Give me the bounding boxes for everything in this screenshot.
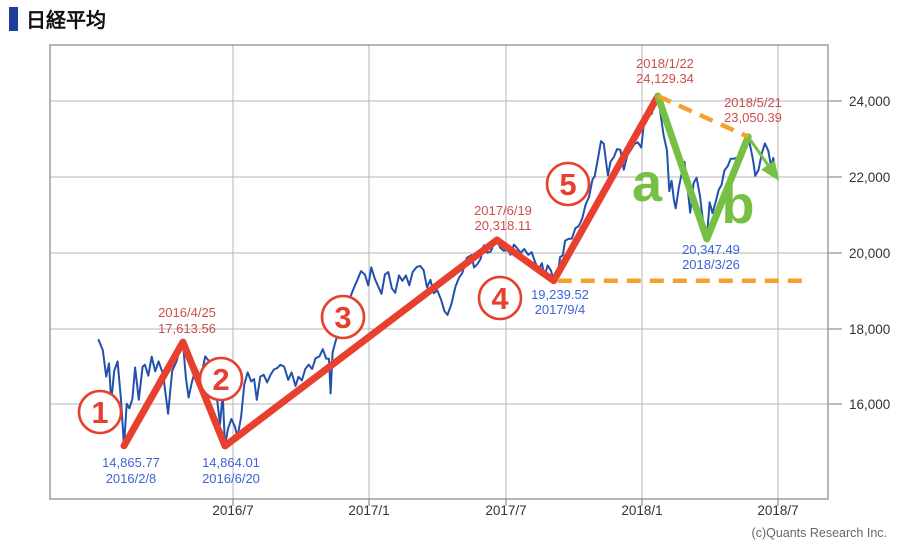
wave2-marker-label: 2 <box>212 362 229 397</box>
resistance-dashed-line <box>656 94 750 139</box>
y-label-18000: 18,000 <box>849 322 890 337</box>
plot-border <box>49 44 829 500</box>
wave2-top-value: 17,613.56 <box>158 321 216 336</box>
wave-b-top-value: 23,050.39 <box>724 110 782 125</box>
x-label-2016-7: 2016/7 <box>212 503 253 518</box>
correction-letters: a b <box>632 153 755 235</box>
wave1-marker-circle <box>77 389 123 435</box>
red-point-labels: 2016/4/25 17,613.56 2017/6/19 20,318.11 … <box>158 56 782 336</box>
wave2-low-value: 14,864.01 <box>202 455 260 470</box>
wave-b-label: b <box>722 175 755 235</box>
wave-marker-digits: 1 2 3 4 5 <box>91 167 576 430</box>
wave2-top-date: 2016/4/25 <box>158 305 216 320</box>
wave-b-top-date: 2018/5/21 <box>724 95 782 110</box>
wave-marker-circles <box>77 161 591 435</box>
y-label-22000: 22,000 <box>849 170 890 185</box>
y-axis-labels: 24,000 22,000 20,000 18,000 16,000 <box>849 94 890 412</box>
price-line <box>97 95 777 447</box>
wave5-top-value: 24,129.34 <box>636 71 694 86</box>
wave3-marker-circle <box>320 294 366 340</box>
title-bullet-icon <box>9 7 18 31</box>
x-label-2018-1: 2018/1 <box>621 503 662 518</box>
x-axis-labels: 2016/7 2017/1 2017/7 2018/1 2018/7 <box>212 503 798 518</box>
wave-a-low-date: 2018/3/26 <box>682 257 740 272</box>
wave1-marker-label: 1 <box>91 395 108 430</box>
wave4-low-value: 19,239.52 <box>531 287 589 302</box>
y-label-16000: 16,000 <box>849 397 890 412</box>
wave3-marker-label: 3 <box>334 300 351 335</box>
gridlines <box>50 45 828 499</box>
wave-a-low-value: 20,347.49 <box>682 242 740 257</box>
wave2-low-date: 2016/6/20 <box>202 471 260 486</box>
wave2-marker-circle <box>198 356 244 402</box>
x-label-2017-7: 2017/7 <box>485 503 526 518</box>
x-label-2018-7: 2018/7 <box>757 503 798 518</box>
page-title: 日経平均 <box>26 8 106 32</box>
wave3-top-value: 20,318.11 <box>475 218 532 233</box>
x-label-2017-1: 2017/1 <box>348 503 389 518</box>
wave1-low-value: 14,865.77 <box>102 455 160 470</box>
y-label-24000: 24,000 <box>849 94 890 109</box>
axis-ticks <box>232 100 842 506</box>
wave5-top-date: 2018/1/22 <box>636 56 694 71</box>
wave1-low-date: 2016/2/8 <box>106 471 157 486</box>
correction-wave-line <box>654 92 752 243</box>
blue-point-labels: 14,865.77 2016/2/8 14,864.01 2016/6/20 1… <box>102 242 740 486</box>
wave4-marker-label: 4 <box>491 281 509 316</box>
y-label-20000: 20,000 <box>849 246 890 261</box>
wave-a-label: a <box>632 153 663 213</box>
wave5-marker-label: 5 <box>559 167 576 202</box>
wave4-marker-circle <box>477 275 523 321</box>
wave3-top-date: 2017/6/19 <box>474 203 532 218</box>
projection-arrow-line <box>746 135 780 181</box>
wave4-low-date: 2017/9/4 <box>535 302 586 317</box>
copyright-notice: (c)Quants Research Inc. <box>752 526 887 540</box>
wave5-marker-circle <box>545 161 591 207</box>
impulse-wave-line <box>120 92 662 450</box>
